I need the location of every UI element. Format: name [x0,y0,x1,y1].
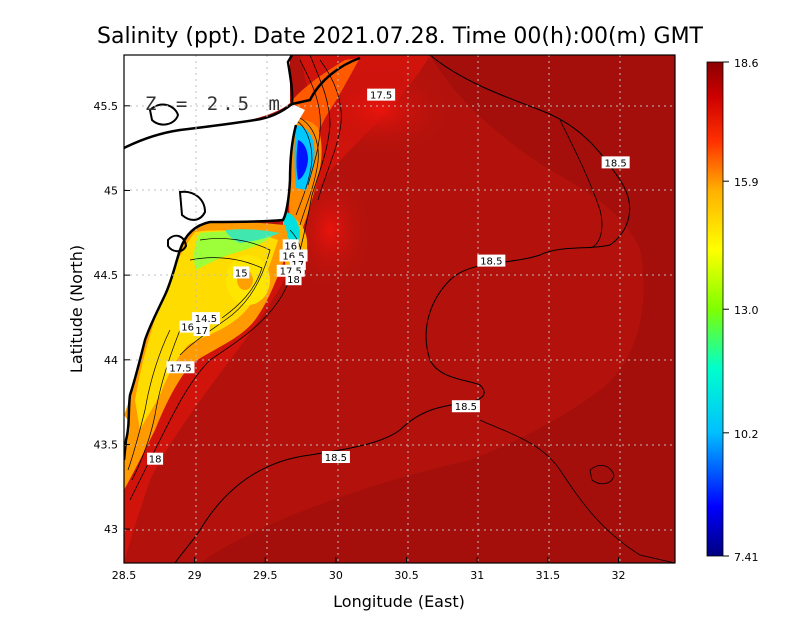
contour-label-box [147,452,164,465]
contour-label: 16.5 [282,252,304,263]
chart-title: Salinity (ppt). Date 2021.07.28. Time 00… [97,24,704,49]
coastline-lagoon [178,190,207,221]
y-axis-ticks: 43 43.5 44 44.5 45 45.5 [94,100,130,536]
x-tick-label: 32 [611,569,625,582]
contour-label: 16 [181,323,194,334]
contour-label-box [321,451,350,464]
colorbar [706,61,724,557]
contour-label-box [191,312,220,325]
grid [124,55,675,563]
y-tick-label: 43.5 [94,438,119,451]
x-tick-label: 29.5 [253,569,278,582]
contour-label-box [166,361,195,374]
land-mass-delta [124,104,305,415]
coastline-delta [124,55,298,461]
colorbar-tick-label: 15.9 [734,176,759,189]
colorbar-tick-label: 18.6 [734,57,759,70]
y-tick-label: 44 [104,354,118,367]
y-axis-label: Latitude (North) [67,245,86,373]
contour-label: 18 [149,455,162,466]
coastline-bay [148,103,180,126]
colorbar-tick-label: 13.0 [734,304,759,317]
contour-label-box [282,239,299,252]
contour-label: 14.5 [195,314,217,325]
y-tick-label: 45.5 [94,100,119,113]
contour-label: 17.5 [169,363,191,374]
x-tick-label: 30.5 [394,569,419,582]
contour-label-box [233,266,250,279]
contour-line-nearshore-a [299,59,321,186]
contour-line-18.5-east [559,119,603,249]
contour-label: 15 [235,268,248,279]
coastal-plume-green [193,231,272,270]
contour-line-nearshore-f [131,329,181,481]
contour-label: 18.5 [480,257,502,268]
contour-line-delta-b [299,117,319,226]
contour-label: 18.5 [455,402,477,413]
contour-label: 17 [195,326,208,337]
contour-label-box [179,320,196,333]
colorbar-tick-label: 7.41 [734,551,759,564]
contour-label: 18.5 [605,158,627,169]
colorbar-tick-label: 10.2 [734,428,759,441]
offshore-high-salinity [200,55,675,563]
y-tick-label: 43 [104,523,118,536]
x-axis-label: Longitude (East) [333,592,465,611]
coastline [124,56,361,150]
red-eddy-north [310,65,450,155]
colorbar-ticks: 18.6 15.9 13.0 10.2 7.41 [723,57,759,564]
coastline-lagoon-2 [167,234,188,253]
contour-line-17.5-coast [129,55,331,501]
contour-label-box [367,88,396,101]
contour-line-southern-east [479,419,675,563]
contour-label: 18.5 [325,453,347,464]
x-tick-label: 31.5 [536,569,561,582]
plot-frame [123,54,676,564]
x-tick-label: 29 [188,569,202,582]
x-tick-label: 30 [329,569,343,582]
contour-label-box [285,273,302,286]
contour-label-box [601,156,630,169]
contour-label-box [193,324,210,337]
contour-label-box [477,254,506,267]
depth-label: Z = 2.5 m [145,93,284,115]
x-axis-ticks: 28.5 29 29.5 30 30.5 31 31.5 32 [112,557,625,582]
y-tick-label: 45 [104,184,118,197]
x-tick-label: 31 [470,569,484,582]
contour-label-box [451,400,480,413]
contour-label: 17.5 [370,91,392,102]
contour-line-nearshore-b [317,59,342,201]
contour-line-18.5-loop [589,465,615,485]
contour-label-box [279,249,308,262]
contour-label: 18 [287,275,300,286]
contour-line-nearshore-d [189,257,263,319]
contour-line-delta-a [294,119,313,216]
x-tick-label: 28.5 [112,569,137,582]
delta-plume-core [296,140,308,180]
contour-label: 16 [284,241,297,252]
contour-line-nearshore-e [127,329,171,471]
contour-label: 17.5 [280,267,302,278]
y-tick-label: 44.5 [94,269,119,282]
